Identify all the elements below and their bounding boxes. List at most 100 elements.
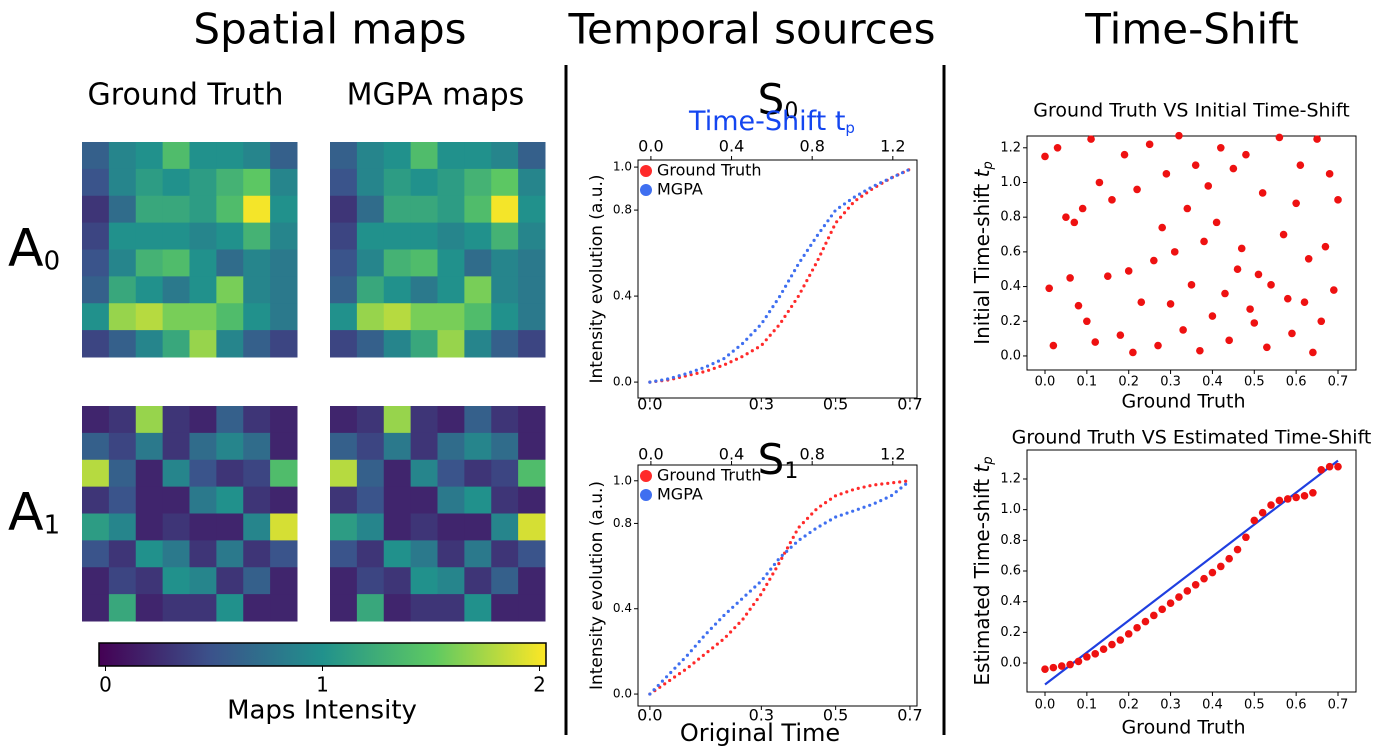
heatmap-cell: [491, 432, 519, 461]
column-title: Ground Truth: [88, 78, 284, 113]
point: [1141, 617, 1150, 626]
heatmap-cell: [330, 486, 358, 514]
section-title: Spatial maps: [193, 5, 466, 54]
row-label-part: 1: [44, 510, 61, 540]
heatmap-cell: [491, 276, 519, 304]
heatmap-cell: [410, 303, 438, 331]
heatmap-cell: [518, 330, 546, 358]
heatmap-cell: [410, 142, 438, 170]
heatmap-cell: [356, 567, 385, 595]
point: [1208, 312, 1217, 320]
heatmap-cell: [410, 406, 438, 434]
y-tick-label: 0.2: [1000, 314, 1021, 329]
y-tick-label: 1.0: [613, 473, 632, 487]
heatmap-cell: [162, 195, 190, 224]
point: [1304, 255, 1313, 263]
heatmap-cell: [243, 276, 271, 304]
heatmap-cell: [243, 330, 271, 358]
heatmap-cell: [189, 567, 217, 595]
point: [1154, 341, 1162, 350]
heatmap-cell: [270, 330, 298, 358]
heatmap-cell: [270, 222, 298, 250]
point: [1296, 161, 1305, 169]
heatmap-cell: [518, 168, 546, 197]
heatmap-cell: [270, 594, 298, 622]
heatmap-cell: [162, 594, 190, 622]
point: [1179, 326, 1187, 334]
point: [1208, 568, 1217, 577]
point: [1283, 294, 1292, 303]
heatmap-cell: [356, 195, 385, 224]
heatmap-cell: [491, 540, 519, 568]
heatmap-cell: [437, 432, 465, 461]
heatmap-cell: [491, 513, 519, 541]
heatmap-cell: [491, 142, 519, 170]
point: [1267, 501, 1275, 509]
point: [1074, 301, 1083, 310]
point: [1066, 660, 1074, 669]
heatmap-cell: [437, 567, 465, 595]
heatmap-cell: [491, 330, 519, 358]
heatmap-cell: [216, 406, 244, 434]
point: [1187, 281, 1196, 289]
heatmap-cell: [243, 222, 271, 250]
heatmap-cell: [437, 249, 465, 277]
point: [1133, 185, 1141, 194]
heatmap-cell: [491, 594, 519, 622]
heatmap-cell: [135, 195, 164, 224]
plot-frame: [1026, 449, 1357, 693]
heatmap-cell: [108, 594, 137, 622]
x2-tick-label: 0.0: [638, 445, 663, 464]
heatmap-cell: [491, 303, 519, 331]
heatmap-cell: [464, 432, 492, 461]
heatmap-cell: [82, 540, 110, 568]
heatmap-cell: [330, 432, 358, 461]
point: [1309, 348, 1317, 357]
heatmap-cell: [356, 432, 385, 461]
point: [1175, 131, 1183, 140]
heatmap-cell: [491, 195, 519, 224]
heatmap-cell: [437, 459, 465, 488]
heatmap-cell: [270, 540, 298, 568]
heatmap-cell: [135, 513, 164, 541]
colorbar-tick-label: 1: [316, 673, 329, 697]
heatmap-cell: [356, 249, 385, 277]
x2-tick-label: 0.4: [719, 137, 744, 156]
y-tick-label: 0.4: [613, 289, 632, 303]
point: [1258, 189, 1267, 197]
x-tick-label: 0.7: [1328, 375, 1349, 390]
heatmap-cell: [135, 303, 164, 331]
heatmap-cell: [82, 222, 110, 250]
heatmap-cell: [270, 513, 298, 541]
point: [1300, 492, 1309, 500]
x2-axis-label-part: Time-Shift t: [688, 106, 845, 137]
chart-title: Ground Truth VS Estimated Time-Shift: [1012, 427, 1372, 449]
heatmap-cell: [135, 276, 164, 304]
heatmap-cell: [135, 168, 164, 197]
heatmap-cell: [108, 432, 137, 461]
y-tick-label: 1.2: [1000, 471, 1021, 486]
heatmap-cell: [356, 142, 385, 170]
legend-label: MGPA: [657, 180, 703, 199]
heatmap-cell: [189, 513, 217, 541]
heatmap-cell: [330, 222, 358, 250]
heatmap-cell: [491, 249, 519, 277]
point: [1158, 223, 1166, 232]
heatmap-cell: [356, 330, 385, 358]
heatmap-cell: [356, 406, 385, 434]
fit-line: [1044, 459, 1339, 686]
point: [1246, 305, 1254, 313]
x2-axis-label: Time-Shift tp: [688, 106, 855, 137]
heatmap-cell: [135, 486, 164, 514]
heatmap-cell: [270, 459, 298, 488]
heatmap-cell: [189, 432, 217, 461]
heatmap-cell: [216, 513, 244, 541]
heatmap-cell: [464, 276, 492, 304]
heatmap-cell: [243, 432, 271, 461]
heatmap-cell: [162, 540, 190, 568]
point: [1242, 533, 1250, 542]
point: [1103, 272, 1112, 280]
heatmap-cell: [82, 330, 110, 358]
heatmap-cell: [330, 540, 358, 568]
